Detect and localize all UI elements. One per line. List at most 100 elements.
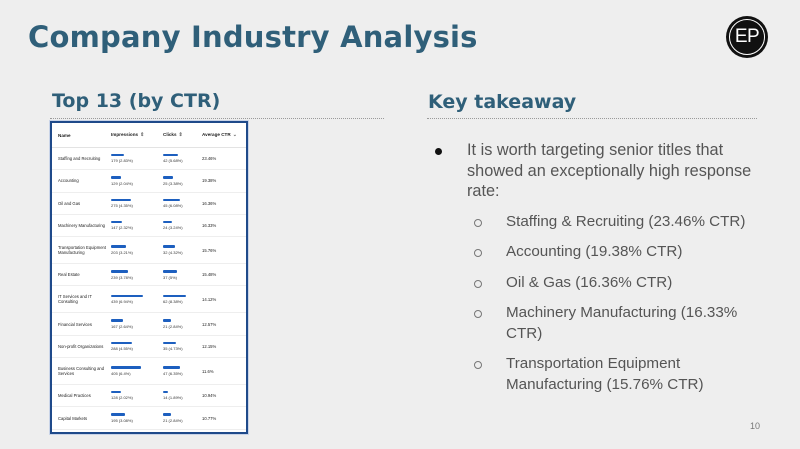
row-name: IT Services and IT Consulting (58, 294, 92, 305)
impressions-cell: 275 (4.35%) (108, 198, 160, 208)
table-row: Transportation Equipment Manufacturing 20… (52, 237, 246, 265)
row-name: Staffing and Recruiting (58, 156, 101, 162)
impressions-value: 439 (6.94%) (111, 299, 133, 305)
impressions-bar (111, 341, 133, 345)
clicks-bar (163, 245, 175, 248)
clicks-value: 21 (2.84%) (163, 323, 183, 329)
clicks-bar (163, 366, 181, 369)
ctr-value: 16.36% (202, 200, 217, 206)
impressions-cell: 128 (2.02%) (108, 391, 160, 400)
clicks-value: 14 (1.89%) (163, 395, 183, 401)
clicks-value: 25 (3.38%) (163, 180, 183, 186)
slide-title: Company Industry Analysis (28, 20, 478, 54)
clicks-value: 21 (2.84%) (163, 417, 183, 423)
clicks-value: 62 (8.38%) (163, 299, 183, 305)
sub-bullet-text: Machinery Manufacturing (16.33% CTR) (506, 304, 738, 342)
table-row: Capital Markets 195 (3.08%) 21 (2.84%) 10.7… (52, 407, 246, 430)
impressions-cell: 239 (3.78%) (108, 270, 160, 280)
table-row: Higher Education435 (6.88%)45 (6.08%)10.… (52, 430, 246, 432)
impressions-bar (111, 198, 131, 201)
clicks-cell: 21 (2.84%) (160, 319, 198, 329)
impressions-bar (111, 153, 124, 157)
clicks-cell: 24 (3.24%) (160, 220, 198, 231)
clicks-value: 45 (6.08%) (163, 202, 183, 208)
sub-bullet-text: Oil & Gas (16.36% CTR) (506, 273, 673, 291)
row-name: Transportation Equipment Manufacturing (58, 245, 107, 256)
header-average-ctr[interactable]: Average CTR ⌄ (202, 132, 237, 138)
sub-bullet: Accounting (19.38% CTR) (474, 242, 766, 263)
sub-bullet: Staffing & Recruiting (23.46% CTR) (474, 212, 766, 233)
header-name[interactable]: Name (58, 132, 71, 138)
ctr-value: 10.94% (202, 393, 217, 399)
clicks-bar (163, 153, 179, 157)
row-name: Medical Practices (58, 393, 91, 399)
bullet-ring-icon (474, 310, 482, 318)
clicks-cell: 14 (1.89%) (160, 391, 198, 400)
impressions-value: 179 (2.83%) (111, 158, 133, 164)
impressions-cell: 203 (3.21%) (108, 245, 160, 255)
impressions-value: 167 (2.64%) (111, 323, 133, 329)
clicks-value: 35 (4.73%) (163, 346, 183, 352)
clicks-bar (163, 294, 186, 298)
table-row: Non-profit Organizations 288 (4.55%) 35 (4… (52, 336, 246, 359)
sub-bullet-text: Staffing & Recruiting (23.46% CTR) (506, 212, 746, 230)
logo-text: EP (734, 26, 760, 47)
clicks-value: 32 (4.32%) (163, 249, 183, 255)
bullet-dot-icon (435, 148, 442, 155)
impressions-value: 128 (2.02%) (111, 395, 133, 401)
impressions-value: 288 (4.55%) (111, 346, 133, 352)
header-impressions[interactable]: Impressions ⇕ (111, 132, 145, 138)
clicks-cell: 21 (2.84%) (160, 413, 198, 423)
sub-bullet: Transportation Equipment Manufacturing (… (474, 354, 766, 395)
clicks-cell: 62 (8.38%) (160, 294, 198, 305)
clicks-value: 24 (3.24%) (163, 225, 183, 231)
clicks-cell: 45 (6.08%) (160, 198, 198, 208)
clicks-value: 37 (5%) (163, 274, 178, 280)
clicks-cell: 47 (6.35%) (160, 366, 198, 376)
table-row: Medical Practices 128 (2.02%) 14 (1.89%) 10… (52, 385, 246, 408)
sort-icon: ⌄ (232, 132, 237, 138)
impressions-cell: 439 (6.94%) (108, 294, 160, 305)
clicks-bar (163, 198, 180, 201)
clicks-value: 42 (5.68%) (163, 158, 183, 164)
impressions-cell: 405 (6.4%) (108, 366, 160, 376)
impressions-bar (111, 391, 121, 394)
impressions-cell: 167 (2.64%) (108, 319, 160, 329)
page-number: 10 (750, 421, 761, 431)
row-name: Financial Services (58, 321, 92, 327)
takeaway-list: It is worth targeting senior titles that… (434, 140, 774, 395)
impressions-bar (111, 270, 129, 273)
clicks-cell: 25 (3.38%) (160, 176, 198, 186)
row-name: Business Consulting and Services (58, 366, 105, 377)
impressions-value: 147 (2.32%) (111, 225, 133, 231)
table-body: Staffing and Recruiting 179 (2.83%) 42 (5.… (52, 148, 246, 432)
ctr-value: 14.12% (202, 296, 217, 302)
ep-logo: EP (726, 16, 768, 58)
sort-icon: ⇕ (140, 132, 145, 138)
impressions-cell: 288 (4.55%) (108, 341, 160, 352)
impressions-value: 203 (3.21%) (111, 249, 133, 255)
clicks-cell: 42 (5.68%) (160, 153, 198, 164)
clicks-cell: 35 (4.73%) (160, 341, 198, 352)
ctr-value: 12.57% (202, 321, 217, 327)
clicks-bar (163, 341, 176, 345)
row-name: Oil and Gas (58, 200, 81, 206)
bullet-ring-icon (474, 218, 482, 227)
clicks-bar (163, 391, 169, 394)
impressions-bar (111, 245, 126, 248)
table-row: Accounting 129 (2.04%) 25 (3.38%) 19.38% (52, 170, 246, 193)
table-row: Business Consulting and Services 405 (6.4… (52, 358, 246, 386)
impressions-bar (111, 319, 124, 322)
left-divider (50, 118, 384, 119)
clicks-cell: 37 (5%) (160, 270, 198, 280)
table-row: Machinery Manufacturing 147 (2.32%) 24 (3.… (52, 215, 246, 238)
header-clicks[interactable]: Clicks ⇕ (163, 132, 183, 138)
clicks-bar (163, 270, 177, 273)
table-row: Oil and Gas 275 (4.35%) 45 (6.08%) 16.36% (52, 193, 246, 215)
sub-bullet-text: Transportation Equipment Manufacturing (… (506, 355, 704, 393)
table-row: Real Estate 239 (3.78%) 37 (5%) 15.48% (52, 264, 246, 287)
impressions-value: 195 (3.08%) (111, 417, 133, 423)
ctr-value: 15.48% (202, 272, 217, 278)
impressions-bar (111, 366, 141, 369)
sub-bullets: Staffing & Recruiting (23.46% CTR) Accoun… (434, 212, 774, 396)
